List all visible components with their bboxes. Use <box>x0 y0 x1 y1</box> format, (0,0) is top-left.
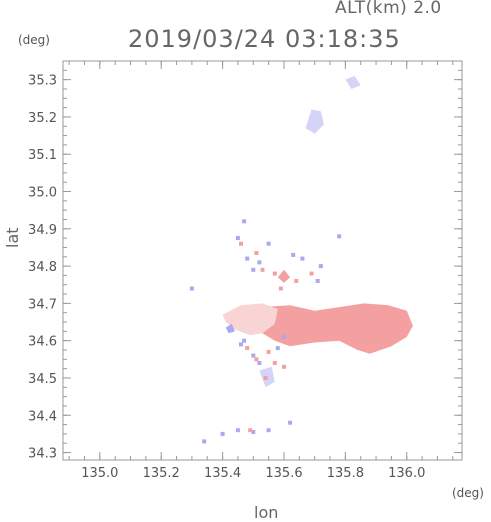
negative-speckle <box>235 428 240 433</box>
echo-region-6 <box>225 323 235 334</box>
negative-speckle <box>257 260 262 265</box>
positive-speckle <box>278 286 283 291</box>
negative-speckle <box>291 252 296 257</box>
negative-speckle <box>288 420 293 425</box>
plot-frame <box>62 60 463 461</box>
x-tick-label: 135.6 <box>265 466 302 481</box>
negative-speckle <box>318 264 323 269</box>
negative-speckle <box>189 286 194 291</box>
negative-speckle <box>300 256 305 261</box>
datetime-title: 2019/03/24 03:18:35 <box>128 25 401 53</box>
y-tick-label: 35.3 <box>28 74 57 89</box>
y-tick-label: 34.7 <box>28 297 57 312</box>
y-axis-unit: (deg) <box>18 33 50 47</box>
negative-speckle <box>315 279 320 283</box>
positive-speckle <box>263 376 268 380</box>
negative-speckle <box>251 267 256 272</box>
x-tick-label: 136.0 <box>388 466 425 481</box>
negative-speckle <box>266 428 271 433</box>
echo-region-1 <box>259 303 413 354</box>
positive-speckle <box>282 364 286 369</box>
negative-speckle <box>242 219 247 224</box>
echo-region-3 <box>305 109 324 134</box>
echo-region-4 <box>345 75 361 89</box>
negative-speckle <box>245 256 250 261</box>
y-tick-label: 34.5 <box>28 372 57 387</box>
negative-speckle <box>239 342 243 347</box>
echo-region-7 <box>277 269 291 283</box>
y-tick-label: 35.1 <box>28 148 57 163</box>
negative-speckle <box>242 338 247 343</box>
y-tick-label: 34.8 <box>28 260 57 275</box>
positive-speckle <box>309 271 314 276</box>
negative-speckle <box>282 334 286 339</box>
echo-region-2 <box>222 303 278 336</box>
positive-speckle <box>266 349 271 354</box>
x-tick-label: 135.4 <box>204 466 241 481</box>
x-tick-label: 135.2 <box>143 466 180 481</box>
negative-speckle <box>266 241 271 246</box>
negative-speckle <box>220 431 225 436</box>
x-axis-label: lon <box>254 503 279 522</box>
negative-speckle <box>275 346 280 351</box>
positive-speckle <box>260 267 265 272</box>
negative-speckle <box>235 236 240 241</box>
y-tick-label: 34.6 <box>28 335 57 350</box>
negative-speckle <box>251 430 256 434</box>
negative-speckle <box>251 353 256 358</box>
x-axis-unit: (deg) <box>452 486 484 500</box>
x-tick-label: 135.0 <box>81 466 118 481</box>
altitude-label: ALT(km) 2.0 <box>335 0 442 18</box>
positive-speckle <box>272 361 277 365</box>
positive-speckle <box>272 271 277 276</box>
y-tick-label: 34.4 <box>28 409 57 424</box>
positive-speckle <box>245 346 250 351</box>
positive-speckle <box>254 357 259 362</box>
positive-speckle <box>254 251 259 255</box>
y-tick-label: 35.0 <box>28 186 57 201</box>
x-tick-label: 135.8 <box>327 466 364 481</box>
positive-speckle <box>294 279 299 283</box>
negative-speckle <box>337 234 342 239</box>
y-tick-label: 35.2 <box>28 111 57 126</box>
negative-speckle <box>257 361 262 365</box>
y-tick-label: 34.9 <box>28 223 57 238</box>
positive-speckle <box>248 428 253 433</box>
positive-speckle <box>239 241 243 246</box>
negative-speckle <box>202 439 207 444</box>
y-tick-label: 34.3 <box>28 447 57 462</box>
